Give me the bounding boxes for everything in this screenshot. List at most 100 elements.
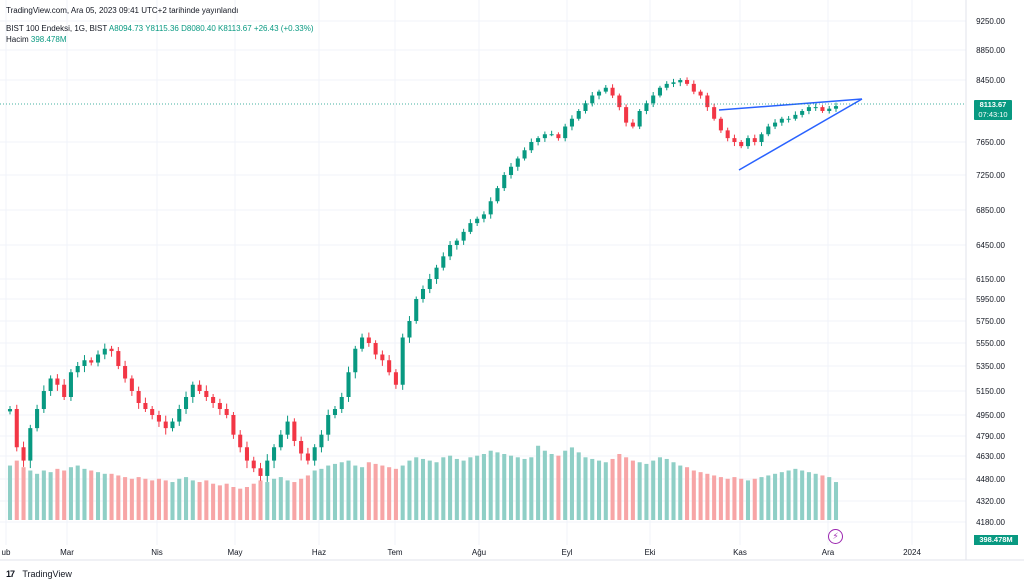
candle-body <box>387 360 392 373</box>
candle-body <box>569 118 574 127</box>
candle-body <box>238 434 243 448</box>
candle-body <box>14 409 19 448</box>
tradingview-logo-icon: 17 <box>6 569 15 579</box>
volume-bar <box>339 462 344 520</box>
candle-body <box>786 118 791 120</box>
candle-body <box>400 337 405 385</box>
candle-body <box>265 460 270 476</box>
price-tick-label: 4630.00 <box>976 452 1005 461</box>
wedge-pattern <box>718 98 863 171</box>
volume-bar <box>833 482 839 520</box>
volume-bar <box>129 478 134 520</box>
candle-body <box>651 95 656 104</box>
volume-bar <box>806 472 811 520</box>
candle-body <box>217 403 222 409</box>
candle-body <box>299 441 304 454</box>
price-tick-label: 4180.00 <box>976 518 1005 527</box>
price-tick-label: 5350.00 <box>976 362 1005 371</box>
candle-body <box>184 397 189 409</box>
price-tick-label: 8450.00 <box>976 76 1005 85</box>
footer-text: TradingView <box>22 569 72 579</box>
volume-bar <box>556 455 561 520</box>
candle-body <box>549 134 554 136</box>
candle-body <box>820 107 825 111</box>
footer-brand[interactable]: 17 TradingView <box>6 569 72 579</box>
volume-bar <box>62 470 67 520</box>
volume-bar <box>373 463 378 520</box>
wedge-lower-line[interactable] <box>738 98 863 171</box>
time-tick-label: 2024 <box>903 548 921 557</box>
volume-bar <box>569 447 574 520</box>
candle-body <box>698 91 703 96</box>
candle-body <box>197 384 202 391</box>
candle-body <box>434 267 439 279</box>
candle-body <box>705 95 710 108</box>
volume-bar <box>136 477 141 520</box>
candle-body <box>718 118 723 131</box>
volume-bar <box>495 452 500 520</box>
volume-bar <box>766 475 771 520</box>
volume-bar <box>95 472 101 520</box>
volume-bar <box>617 454 622 520</box>
volume-bar <box>522 458 527 520</box>
volume-bar <box>68 467 73 520</box>
volume-bar <box>48 472 53 520</box>
volume-bar <box>597 460 602 520</box>
candle-body <box>116 351 121 366</box>
candle-body <box>41 391 46 409</box>
volume-bar <box>366 462 371 520</box>
candle-body <box>353 348 358 373</box>
volume-bar <box>278 477 283 520</box>
candle-body <box>502 175 507 189</box>
candle-body <box>833 106 839 109</box>
ohlc-values: A8094.73 Y8115.36 D8080.40 K8113.67 +26.… <box>108 24 314 33</box>
volume-bar <box>542 450 547 520</box>
candle-body <box>129 378 134 391</box>
candle-body <box>508 166 514 175</box>
candle-body <box>597 91 602 96</box>
volume-bar <box>461 460 466 520</box>
symbol-name[interactable]: BIST 100 Endeksi, 1G, BIST <box>6 24 108 33</box>
candle-body <box>590 95 595 104</box>
volume-bar <box>184 477 189 520</box>
wedge-upper-line[interactable] <box>718 98 863 111</box>
candle-body <box>109 348 114 352</box>
volume-bar <box>305 475 310 520</box>
volume-bar <box>224 483 229 520</box>
volume-value: 398.478M <box>30 35 67 44</box>
candle-body <box>806 107 811 111</box>
candle-body <box>441 256 446 268</box>
volume-bar <box>109 473 114 520</box>
volume-bar <box>163 480 168 520</box>
volume-bar <box>258 480 263 520</box>
volume-bar <box>671 462 676 520</box>
candle-body <box>481 214 486 219</box>
volume-bar <box>102 473 107 520</box>
price-axis[interactable]: 9250.00 8850.00 8450.00 7650.00 7250.00 6850.… <box>976 17 1005 527</box>
price-tick-label: 8850.00 <box>976 46 1005 55</box>
volume-label[interactable]: Hacim <box>6 35 29 44</box>
volume-bar <box>793 468 798 520</box>
time-tick-label: Mar <box>60 548 74 557</box>
volume-bar <box>827 477 832 520</box>
candle-body <box>68 372 73 397</box>
volume-bar <box>211 483 216 520</box>
price-tick-label: 9250.00 <box>976 17 1005 26</box>
candle-body <box>244 447 249 461</box>
price-tick-label: 4950.00 <box>976 411 1005 420</box>
volume-bar <box>732 477 737 520</box>
volume-bar <box>630 460 635 520</box>
volume-bar <box>400 465 405 520</box>
price-tick-label: 7650.00 <box>976 138 1005 147</box>
volume-bar <box>251 483 256 520</box>
price-tick-label: 6150.00 <box>976 275 1005 284</box>
lightning-icon[interactable]: ⚡ <box>828 529 843 544</box>
candle-body <box>773 122 778 127</box>
candle-body <box>800 111 805 115</box>
time-axis[interactable]: ub Mar Nis May Haz Tem Ağu Eyl Eki Kas Ara 2024 <box>2 548 922 557</box>
candle-body <box>163 421 168 429</box>
volume-bar <box>454 458 459 520</box>
price-tick-label: 5950.00 <box>976 295 1005 304</box>
candles <box>7 77 839 482</box>
